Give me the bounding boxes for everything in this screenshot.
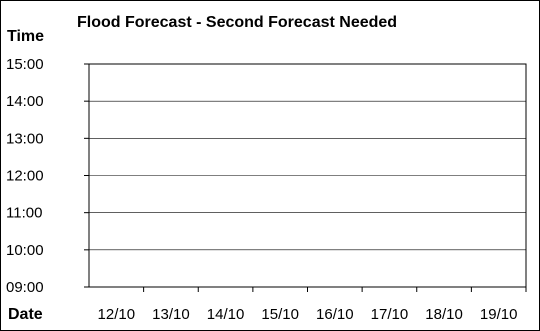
- y-tick-label: 15:00: [6, 56, 44, 73]
- x-tick-label: 15/10: [261, 306, 299, 323]
- y-axis-ticks: 15:00 14:00 13:00 12:00 11:00 10:00 09:00: [6, 56, 89, 296]
- x-tick-label: 13/10: [152, 306, 190, 323]
- y-tick-label: 14:00: [6, 93, 44, 110]
- x-tick-label: 16/10: [316, 306, 354, 323]
- x-tick-label: 19/10: [480, 306, 518, 323]
- y-tick-label: 11:00: [6, 205, 42, 222]
- x-axis-ticks: 12/10 13/10 14/10 15/10 16/10 17/10 18/10 19/10: [98, 287, 527, 323]
- y-tick-label: 13:00: [6, 130, 44, 147]
- gridlines: [89, 100, 526, 251]
- x-axis-label: Date: [8, 306, 43, 323]
- y-tick-label: 10:00: [6, 242, 44, 259]
- chart-title: Flood Forecast - Second Forecast Needed: [77, 14, 397, 31]
- x-tick-label: 17/10: [371, 306, 409, 323]
- y-axis-label: Time: [7, 28, 44, 45]
- y-tick-label: 09:00: [6, 279, 44, 296]
- x-tick-label: 12/10: [98, 306, 136, 323]
- y-tick-label: 12:00: [6, 168, 44, 185]
- x-tick-label: 14/10: [207, 306, 245, 323]
- x-tick-label: 18/10: [425, 306, 463, 323]
